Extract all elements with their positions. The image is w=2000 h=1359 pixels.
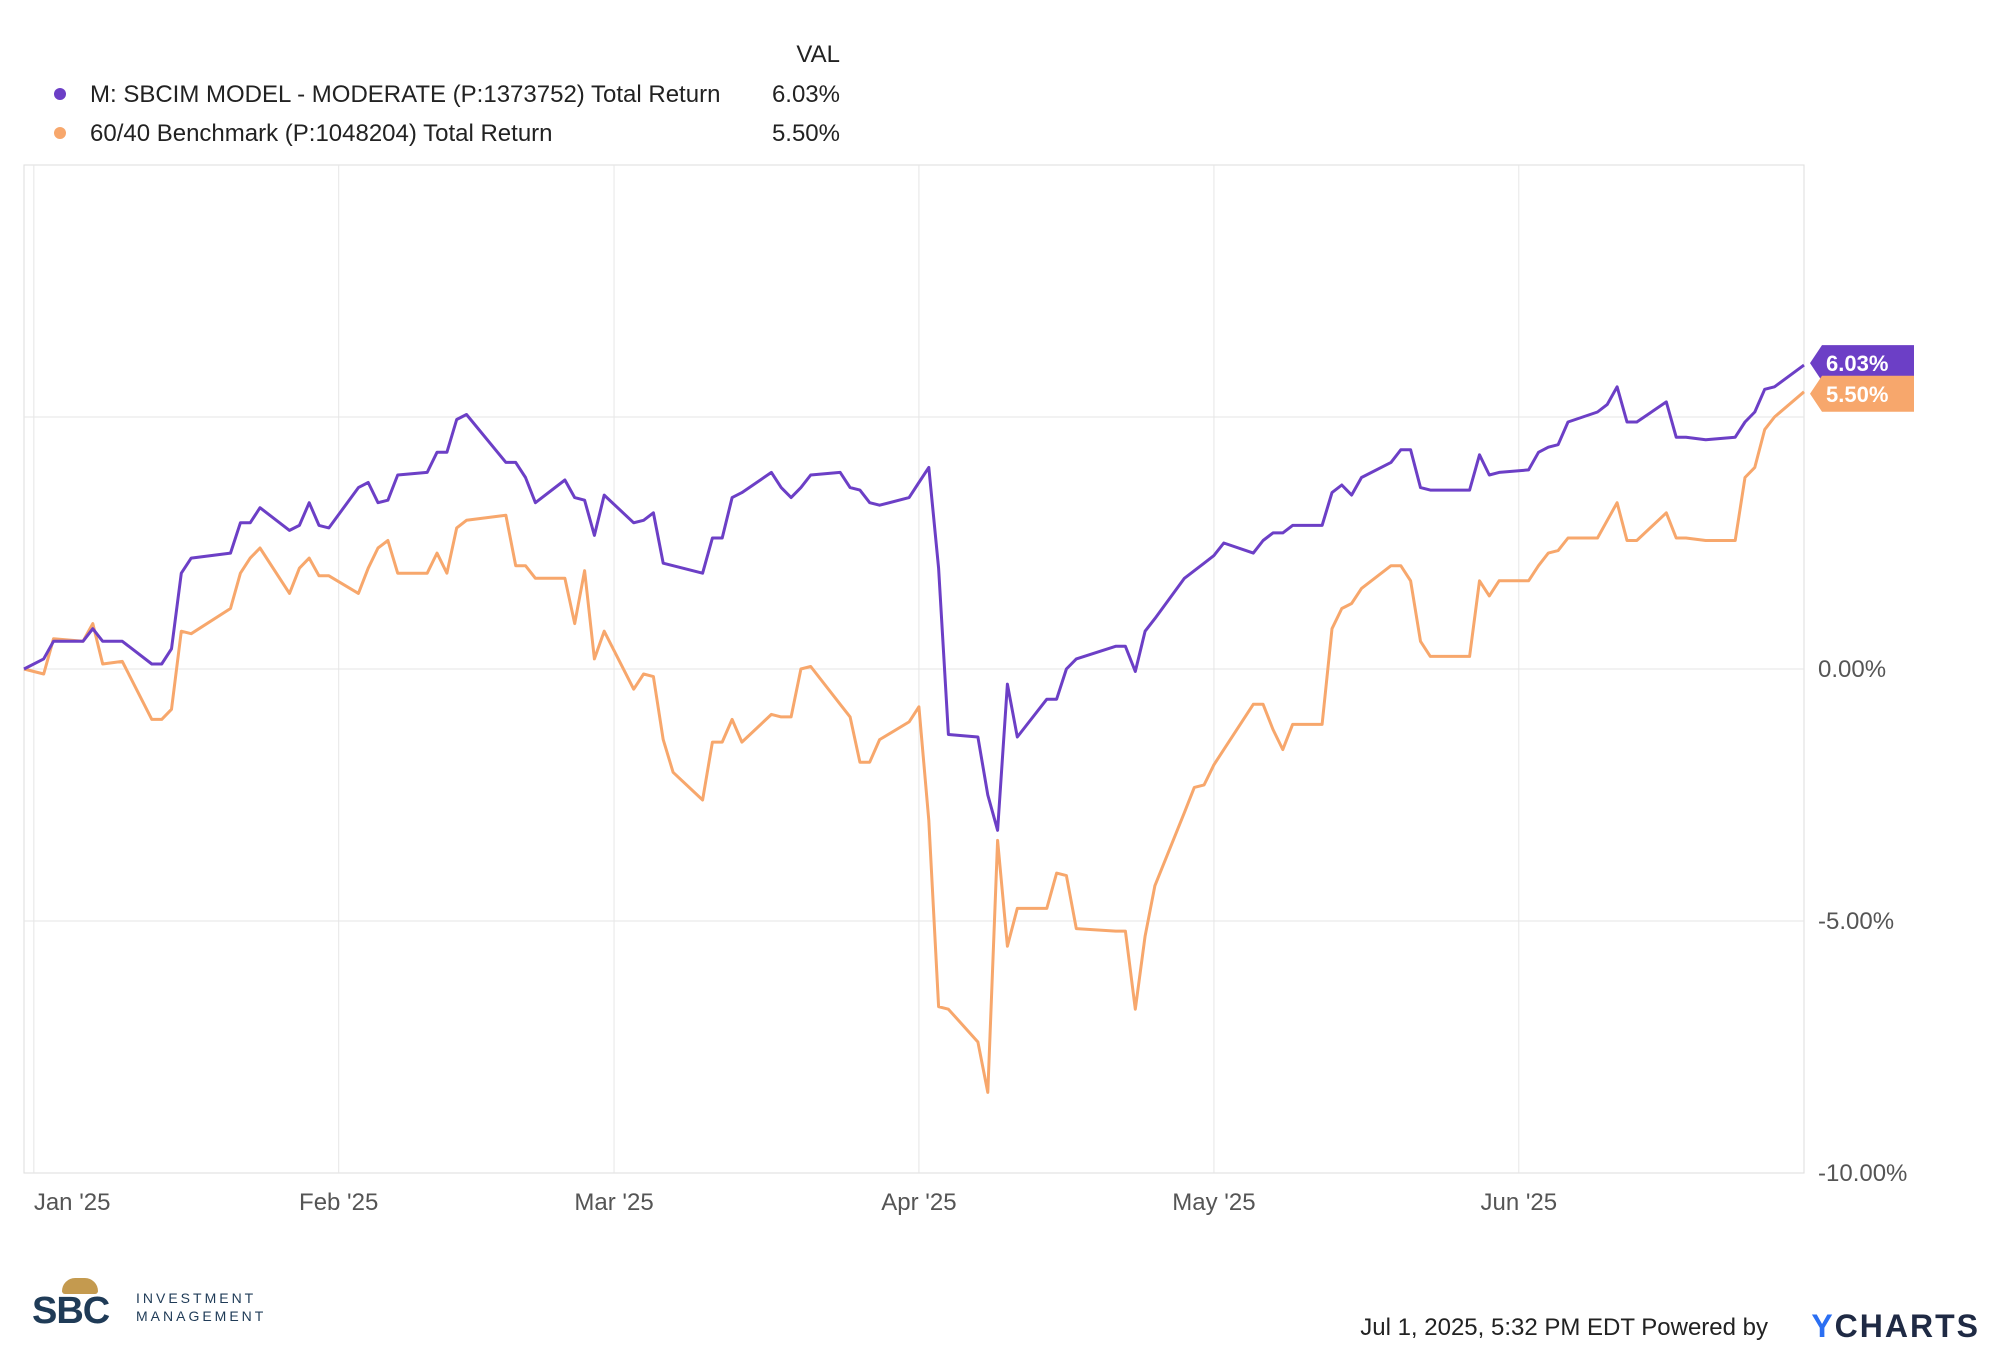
legend-value-series1: 6.03% bbox=[772, 81, 840, 108]
sbc-logo: SBC INVESTMENT MANAGEMENT bbox=[32, 1278, 292, 1338]
legend-header: VAL bbox=[796, 41, 840, 68]
end-label-text: 6.03% bbox=[1826, 351, 1888, 376]
end-label-bg bbox=[1810, 345, 1914, 382]
ycharts-logo[interactable]: YCHARTS bbox=[1811, 1308, 1980, 1345]
logo-sbc-text: SBC bbox=[32, 1290, 110, 1332]
end-labels: 6.03% 5.50% bbox=[1810, 345, 1914, 412]
logo-investment-text: INVESTMENT bbox=[136, 1290, 257, 1306]
legend-marker-series2 bbox=[54, 127, 66, 139]
legend-value-series2: 5.50% bbox=[772, 120, 840, 147]
series-line-2 bbox=[23, 390, 1805, 1094]
ycharts-logo-y: Y bbox=[1811, 1308, 1835, 1344]
end-label-series2: 5.50% bbox=[1810, 375, 1914, 412]
x-tick-label: Feb '25 bbox=[299, 1189, 378, 1216]
grid-lines bbox=[24, 165, 1804, 1173]
logo-management-text: MANAGEMENT bbox=[136, 1308, 267, 1324]
y-tick-label: 0.00% bbox=[1818, 656, 1886, 683]
x-tick-label: Apr '25 bbox=[881, 1189, 956, 1216]
legend: VAL M: SBCIM MODEL - MODERATE (P:1373752… bbox=[54, 41, 840, 147]
y-tick-label: -5.00% bbox=[1818, 908, 1894, 935]
series-lines bbox=[23, 363, 1805, 1094]
end-label-text: 5.50% bbox=[1826, 382, 1888, 407]
logo-emblem-icon bbox=[62, 1278, 98, 1294]
ycharts-logo-rest: CHARTS bbox=[1834, 1308, 1980, 1344]
end-label-series1: 6.03% bbox=[1810, 345, 1914, 382]
x-tick-label: Jun '25 bbox=[1480, 1189, 1557, 1216]
footer-timestamp: Jul 1, 2025, 5:32 PM EDT Powered by bbox=[1360, 1314, 1768, 1341]
legend-label-series1: M: SBCIM MODEL - MODERATE (P:1373752) To… bbox=[90, 81, 720, 108]
end-label-bg bbox=[1810, 375, 1914, 412]
x-tick-label: Mar '25 bbox=[574, 1189, 653, 1216]
x-tick-label: May '25 bbox=[1172, 1189, 1255, 1216]
x-tick-label: Jan '25 bbox=[34, 1189, 111, 1216]
y-tick-labels: 0.00% -5.00% -10.00% bbox=[1818, 656, 1907, 1187]
y-tick-label: -10.00% bbox=[1818, 1160, 1907, 1187]
series-line-1 bbox=[23, 363, 1805, 832]
x-tick-labels: Jan '25 Feb '25 Mar '25 Apr '25 May '25 Jun '… bbox=[34, 1189, 1557, 1216]
legend-label-series2: 60/40 Benchmark (P:1048204) Total Return bbox=[90, 120, 553, 147]
legend-marker-series1 bbox=[54, 88, 66, 100]
